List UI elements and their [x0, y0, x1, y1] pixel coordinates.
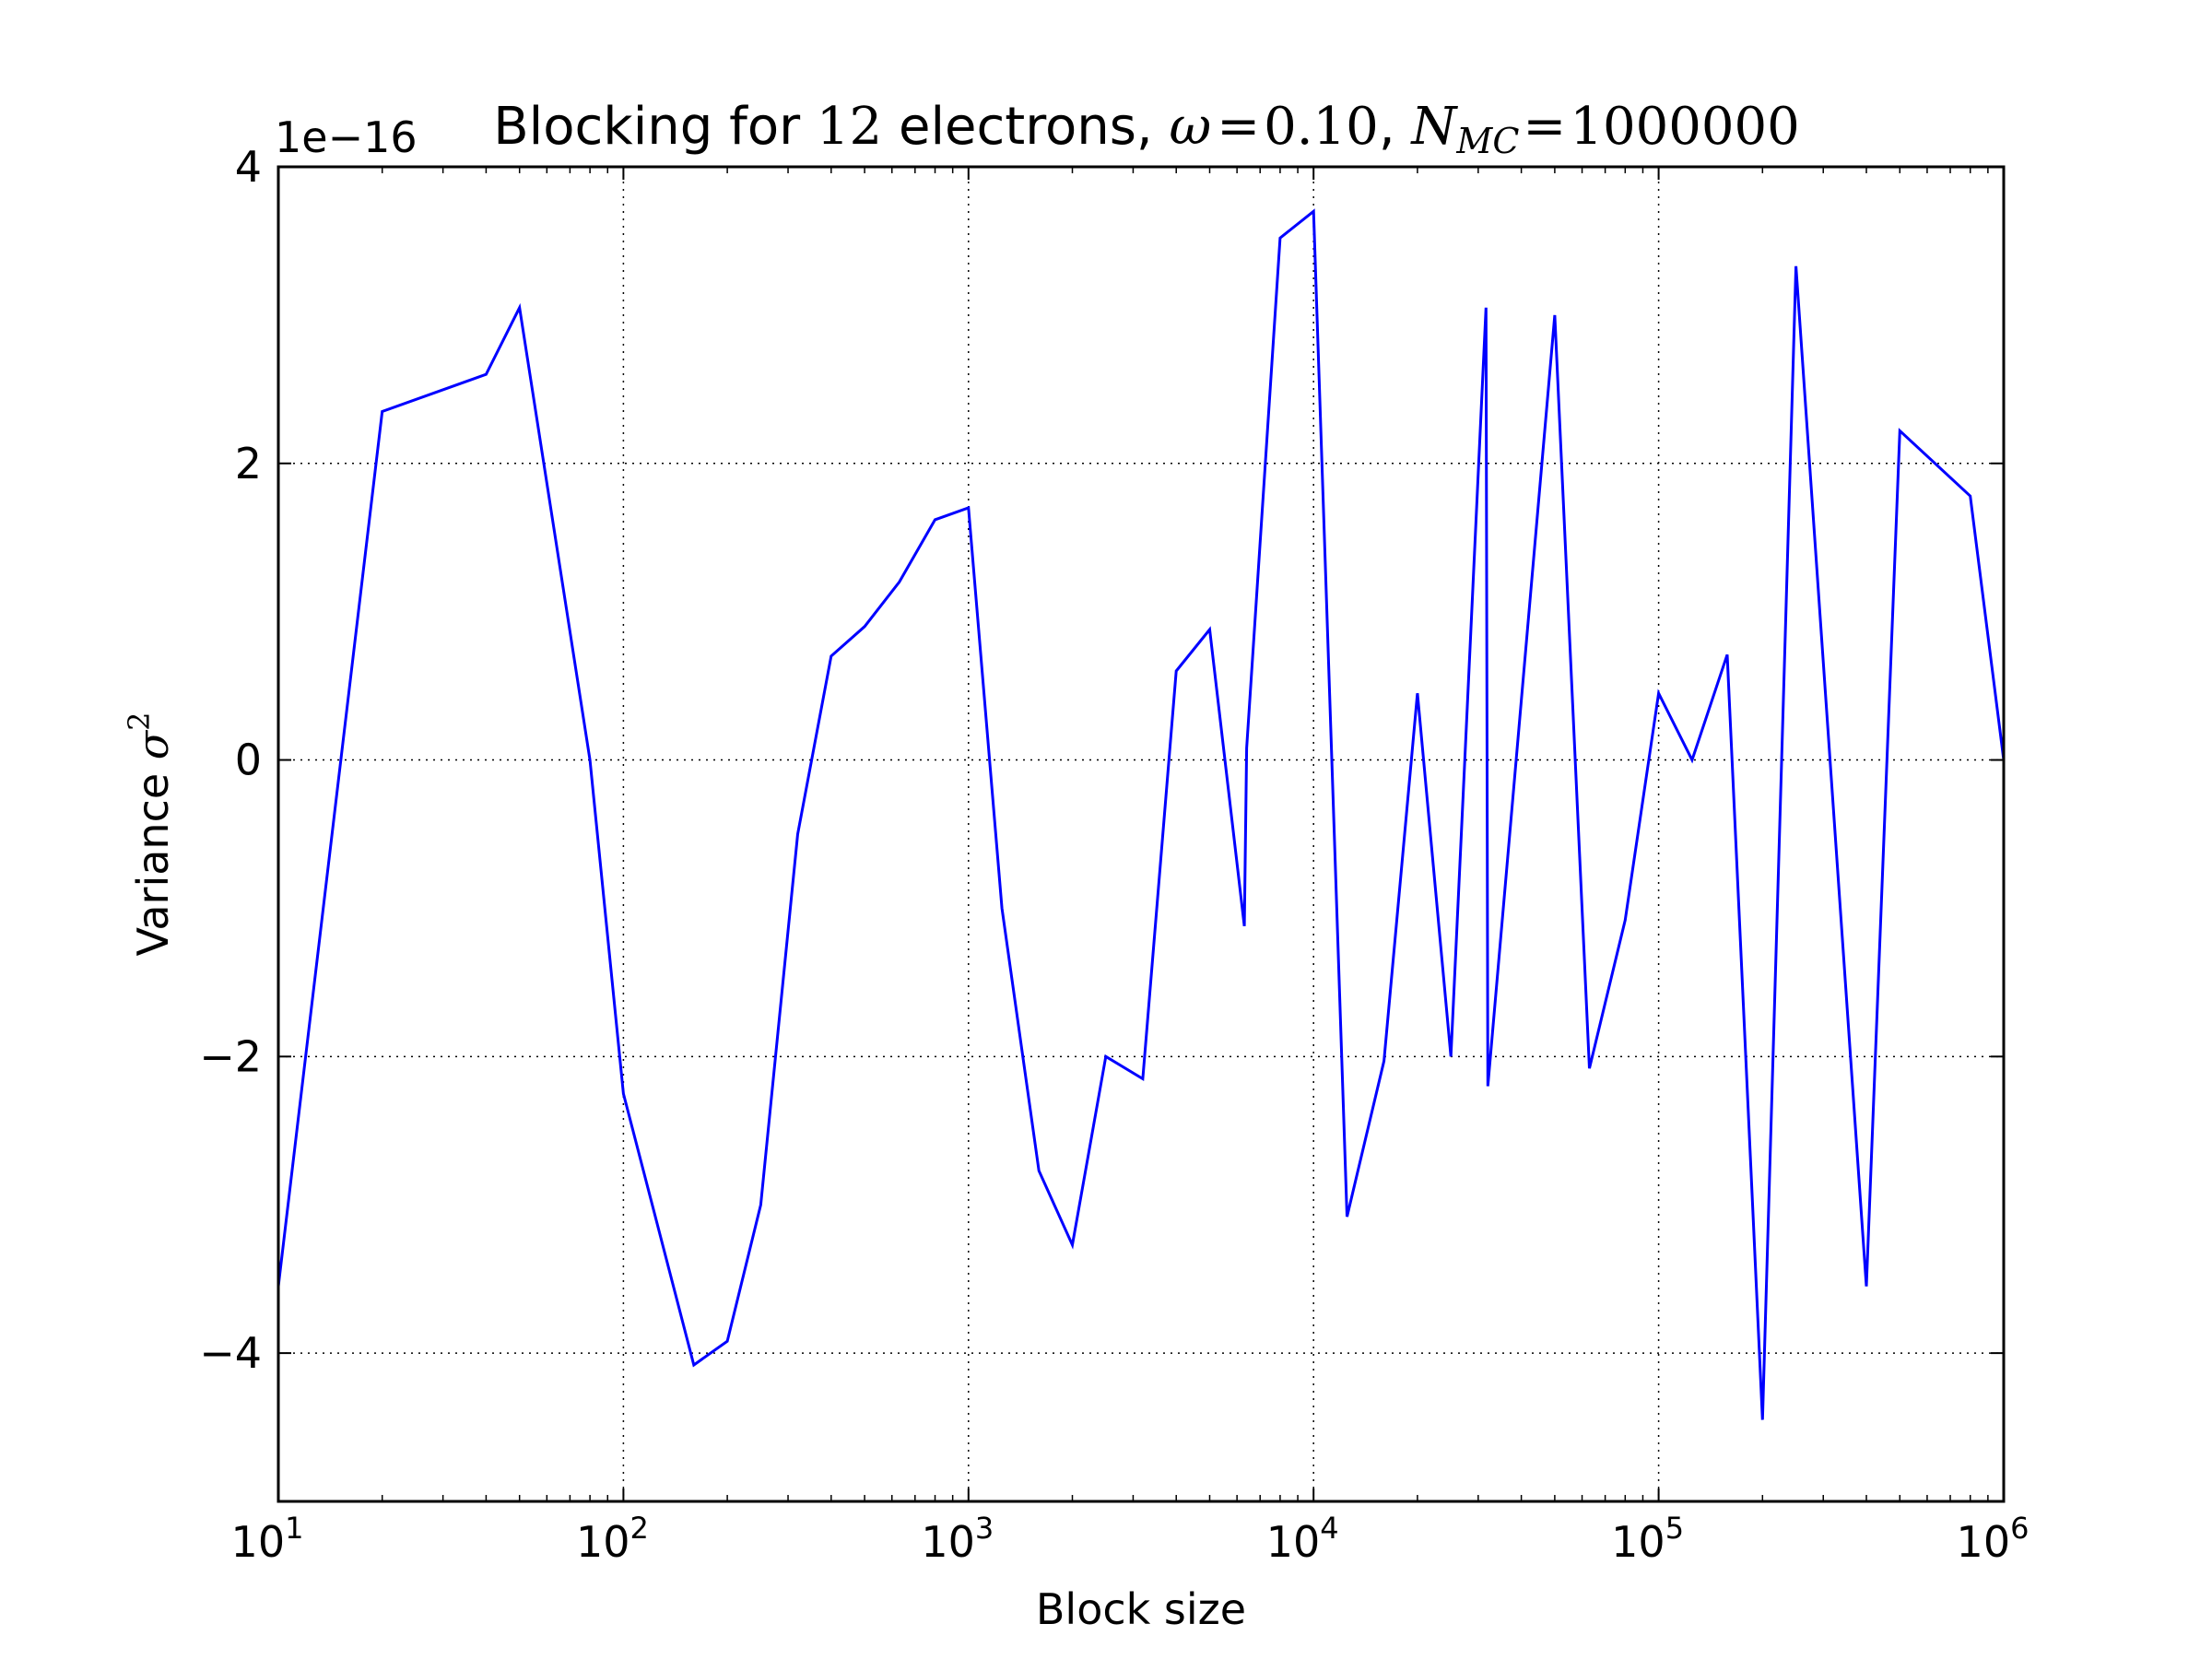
- x-tick-label: 106: [1957, 1511, 2030, 1567]
- y-tick-label: −4: [199, 1328, 262, 1378]
- y-tick-label: 2: [235, 439, 262, 488]
- x-tick-label: 104: [1266, 1511, 1339, 1567]
- y-tick-label: −2: [199, 1031, 262, 1081]
- chart-title: Blocking for 12 electrons, ω =0.10, NMC=1…: [493, 97, 1799, 161]
- x-axis-label: Block size: [1036, 1584, 1246, 1634]
- plot-area-frame: [276, 165, 2006, 1503]
- x-tick-label: 105: [1611, 1511, 1684, 1567]
- y-tick-label: 4: [235, 142, 262, 192]
- x-tick-label: 101: [231, 1511, 304, 1567]
- y-multiplier-label: 1e−16: [275, 112, 418, 162]
- axis-ticks: 101 102 103 104 105 106 4 2 0 −2 −4: [199, 142, 2029, 1567]
- x-tick-label: 103: [921, 1511, 994, 1567]
- variance-series-line: [276, 208, 2006, 1420]
- x-tick-label: 102: [576, 1511, 649, 1567]
- y-axis-label: Variance σ2: [122, 712, 178, 956]
- data-line-layer: [276, 208, 2006, 1420]
- y-tick-label: 0: [235, 735, 262, 785]
- grid: [278, 167, 2004, 1501]
